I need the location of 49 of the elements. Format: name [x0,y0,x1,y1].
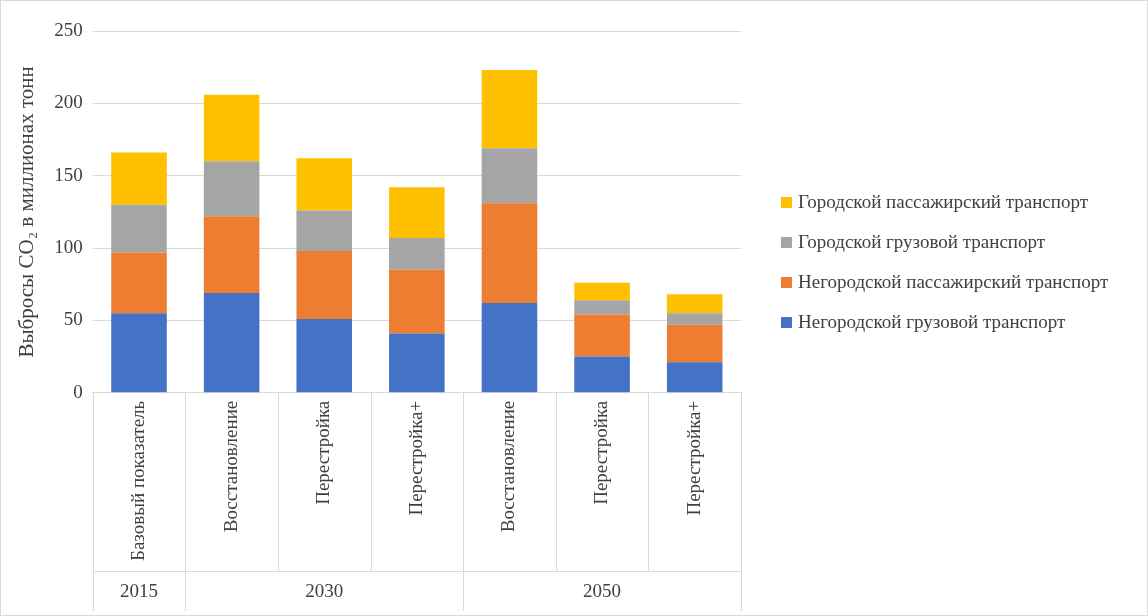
bar [296,318,353,393]
x-tick-label: Перестройка+ [682,400,704,516]
text: 2030 [305,579,344,601]
bar [666,294,723,314]
bar [203,94,260,162]
bar [296,158,353,211]
x-tick-label: Восстановление [497,400,519,533]
bar [574,356,630,393]
bar [574,282,630,301]
x-tick-label: Восстановление [219,400,241,533]
bar [389,237,445,270]
bar [296,250,353,319]
bar [111,313,167,393]
bar [389,333,445,393]
y-tick-label: 0 [73,380,83,402]
legend-label: Городской пассажирский транспорт [798,190,1089,214]
bar [389,269,445,334]
legend-label: Негородской грузовой транспорт [798,310,1066,334]
x-tick-label: Перестройка [590,400,612,505]
bar [481,148,538,204]
bar [574,300,630,315]
y-tick-label: 100 [54,236,83,258]
bar [481,203,538,304]
y-tick-label: 250 [54,18,83,40]
bar [203,292,260,393]
text: 2015 [120,579,159,601]
bar [481,303,538,393]
bar [203,161,260,217]
bar [666,362,723,393]
y-axis-title: Выбросы CO₂ в миллионах тонн [14,66,39,358]
x-tick-label: Перестройка [312,400,334,505]
bar [111,152,167,205]
x-tick-label: Перестройка+ [404,400,426,516]
bar [389,187,445,238]
bar [111,204,167,253]
bar [111,252,167,314]
legend-label: Городской грузовой транспорт [798,230,1046,254]
y-tick-label: 50 [63,308,83,330]
bar [666,313,723,325]
bar [481,70,538,149]
y-tick-label: 200 [54,91,83,113]
text: 2050 [583,579,622,601]
bar [574,314,630,357]
y-tick-label: 150 [54,163,83,185]
bar [296,210,353,251]
bar [666,324,723,363]
legend-label: Негородской пассажирский транспорт [798,270,1109,294]
x-tick-label: Базовый показатель [126,400,148,562]
bar [203,216,260,293]
